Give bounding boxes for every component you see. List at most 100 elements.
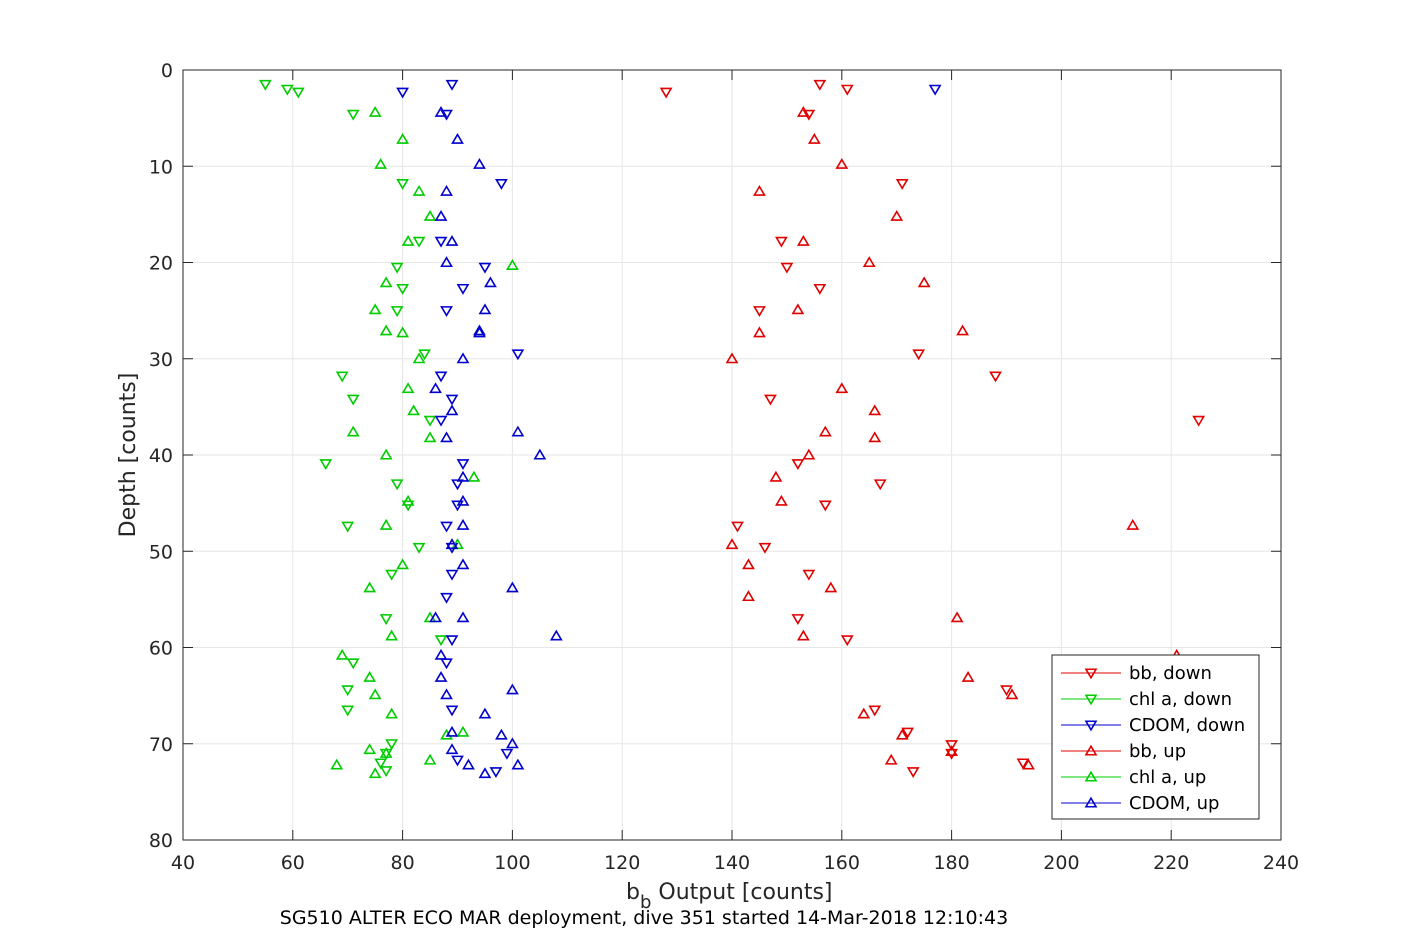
data-point xyxy=(385,739,399,751)
data-point xyxy=(445,404,459,416)
data-point xyxy=(291,87,305,99)
data-point xyxy=(346,425,360,437)
data-point xyxy=(445,394,459,406)
x-tick-label: 60 xyxy=(281,852,305,874)
data-point xyxy=(478,707,492,719)
chart-caption: SG510 ALTER ECO MAR deployment, dive 351… xyxy=(280,907,1008,929)
data-point xyxy=(412,184,426,196)
x-tick-label: 240 xyxy=(1263,852,1299,874)
data-point xyxy=(791,459,805,470)
data-point xyxy=(511,758,525,770)
data-point xyxy=(742,558,755,570)
data-point xyxy=(412,352,426,364)
data-point xyxy=(489,767,503,778)
data-point xyxy=(451,132,464,144)
data-point xyxy=(379,766,393,778)
data-point xyxy=(445,569,459,581)
data-point xyxy=(753,306,766,317)
data-point xyxy=(440,306,453,317)
data-point xyxy=(659,87,673,99)
data-point xyxy=(473,326,486,338)
data-point xyxy=(368,767,382,779)
markers xyxy=(258,79,1206,779)
data-point xyxy=(258,79,272,91)
data-point xyxy=(840,635,854,647)
data-point xyxy=(1016,758,1030,770)
data-point xyxy=(791,303,805,315)
data-point xyxy=(890,209,904,221)
data-point xyxy=(445,234,459,246)
legend[interactable]: bb, down chl a, down CDOM, down bb, up chl a… xyxy=(1051,654,1260,820)
data-point xyxy=(950,611,964,623)
x-tick-label: 40 xyxy=(171,852,195,874)
data-point xyxy=(478,767,492,779)
data-point xyxy=(335,371,349,383)
data-point xyxy=(379,518,393,530)
data-point xyxy=(506,581,519,593)
data-point xyxy=(906,767,920,778)
series-bb-up xyxy=(725,106,1184,770)
data-point xyxy=(868,705,882,717)
data-point xyxy=(764,394,777,406)
data-point xyxy=(742,590,755,602)
data-point xyxy=(775,494,788,506)
data-point xyxy=(1126,518,1140,530)
x-tick-label: 160 xyxy=(824,852,860,874)
data-point xyxy=(511,425,525,437)
y-tick-labels: 0 10 20 30 40 50 60 70 80 xyxy=(149,60,173,852)
data-point xyxy=(385,569,399,581)
data-point xyxy=(725,352,739,364)
data-point xyxy=(390,262,404,274)
legend-marker xyxy=(1084,770,1098,782)
data-point xyxy=(396,132,409,144)
data-point xyxy=(1192,415,1206,427)
data-point xyxy=(445,743,459,755)
data-point xyxy=(445,725,459,737)
data-point xyxy=(341,685,355,697)
data-point xyxy=(346,394,360,406)
x-tick-label: 80 xyxy=(391,852,415,874)
data-point xyxy=(434,209,448,221)
data-point xyxy=(725,538,739,550)
data-point xyxy=(796,234,810,246)
data-point xyxy=(390,479,404,491)
legend-label: bb, down xyxy=(1129,663,1212,684)
data-point xyxy=(495,728,508,740)
x-tick-label: 180 xyxy=(933,852,969,874)
data-point xyxy=(440,256,453,268)
data-point xyxy=(478,303,492,315)
x-axis-title: bb Output [counts] xyxy=(626,880,833,913)
data-point xyxy=(423,415,437,427)
data-point xyxy=(473,324,486,336)
x-axis-title-main: b xyxy=(626,880,640,905)
data-point xyxy=(506,259,519,270)
data-point xyxy=(423,209,437,221)
data-point xyxy=(895,179,909,190)
data-point xyxy=(796,629,810,641)
data-point xyxy=(341,705,355,717)
x-tick-label: 200 xyxy=(1043,852,1079,874)
legend-marker xyxy=(1084,668,1098,680)
ticks xyxy=(182,69,1282,841)
y-tick-label: 80 xyxy=(149,830,173,852)
data-point xyxy=(379,747,393,758)
data-point xyxy=(445,79,459,91)
data-point xyxy=(456,470,470,482)
legend-marker xyxy=(1084,744,1098,756)
legend-marker xyxy=(1084,796,1098,808)
data-point xyxy=(533,448,547,460)
data-point xyxy=(956,324,969,336)
legend-label: bb, up xyxy=(1129,741,1186,762)
data-point xyxy=(418,349,431,361)
data-point xyxy=(434,415,448,427)
data-point xyxy=(824,581,838,593)
data-point xyxy=(456,459,470,470)
data-point xyxy=(807,132,821,144)
data-point xyxy=(434,236,448,248)
data-point xyxy=(791,614,805,625)
data-point xyxy=(758,542,772,554)
data-point xyxy=(440,521,453,533)
x-tick-label: 100 xyxy=(494,852,530,874)
data-point xyxy=(1000,685,1013,697)
x-tick-label: 120 xyxy=(604,852,640,874)
